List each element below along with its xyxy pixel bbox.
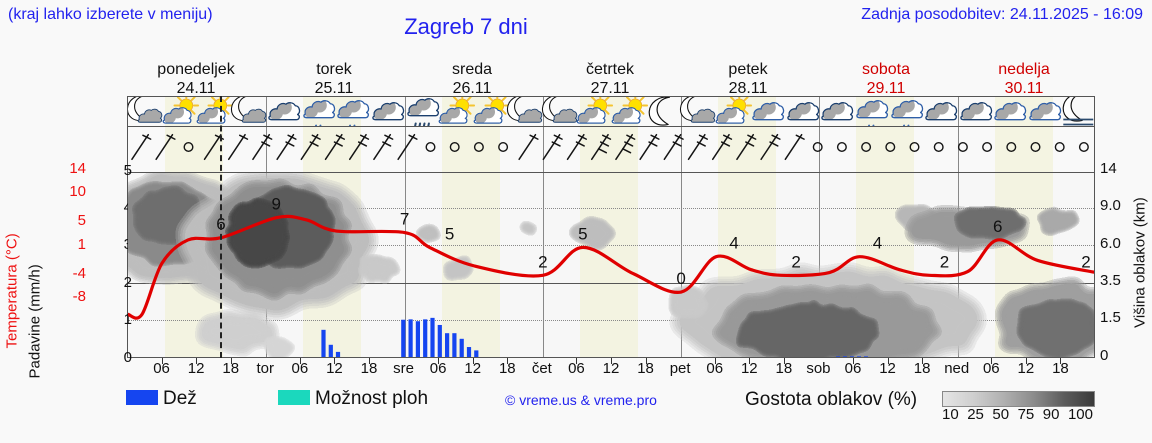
svg-text:0: 0 — [676, 269, 685, 288]
svg-text:9: 9 — [272, 195, 281, 214]
svg-text:2: 2 — [791, 252, 800, 271]
svg-text:2: 2 — [538, 252, 547, 271]
svg-text:5: 5 — [578, 224, 587, 243]
svg-text:2: 2 — [1081, 252, 1090, 271]
svg-text:4: 4 — [729, 234, 738, 253]
svg-text:6: 6 — [993, 217, 1002, 236]
svg-text:4: 4 — [873, 234, 882, 253]
svg-text:7: 7 — [400, 210, 409, 229]
svg-text:2: 2 — [940, 252, 949, 271]
svg-text:5: 5 — [445, 224, 454, 243]
